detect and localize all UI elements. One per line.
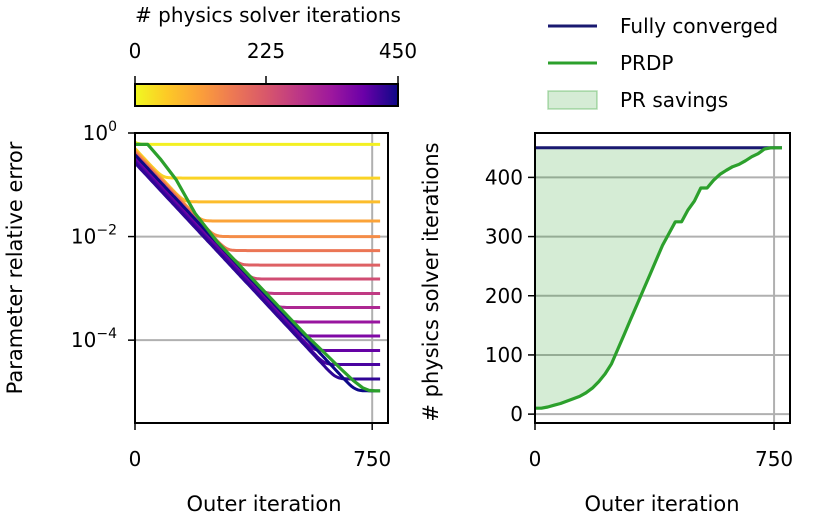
legend: Fully converged PRDP PR savings bbox=[547, 14, 778, 112]
right-y-tick-label: 300 bbox=[485, 225, 523, 249]
left-axes-frame bbox=[134, 132, 389, 424]
colorbar-gradient bbox=[134, 83, 399, 107]
right-x-tick-label: 0 bbox=[529, 447, 542, 471]
colorbar-tick-label: 450 bbox=[379, 39, 417, 63]
legend-label-pr-savings: PR savings bbox=[620, 88, 728, 112]
colorbar-title: # physics solver iterations bbox=[135, 3, 401, 27]
left-y-tick-label: 100 bbox=[83, 119, 117, 145]
legend-label-prdp: PRDP bbox=[620, 51, 673, 75]
right-y-axis-label: # physics solver iterations bbox=[419, 142, 443, 421]
left-series-line bbox=[135, 140, 381, 146]
right-grid bbox=[535, 133, 790, 423]
left-ticks: 100 10−2 10−4 0 750 bbox=[71, 119, 391, 471]
left-x-axis-label: Outer iteration bbox=[186, 492, 341, 516]
left-y-tick-label: 10−2 bbox=[71, 223, 117, 249]
right-lines bbox=[535, 146, 782, 410]
left-x-tick-label: 0 bbox=[129, 447, 142, 471]
left-y-tick-label: 10−4 bbox=[71, 326, 117, 352]
prdp-line bbox=[535, 146, 782, 410]
left-lines bbox=[135, 140, 381, 393]
right-axes-frame bbox=[534, 132, 791, 424]
left-y-axis-label: Parameter relative error bbox=[3, 141, 27, 394]
left-series-line bbox=[135, 156, 381, 324]
left-prdp-line bbox=[135, 142, 381, 393]
legend-swatch-pr-savings bbox=[547, 90, 598, 110]
right-x-tick-label: 750 bbox=[755, 447, 793, 471]
right-ticks: 0 100 200 300 400 0 750 bbox=[485, 165, 793, 471]
right-x-axis-label: Outer iteration bbox=[584, 492, 739, 516]
colorbar-tick-label: 0 bbox=[129, 39, 142, 63]
pr-savings-area bbox=[535, 147, 782, 409]
left-series-line bbox=[135, 149, 381, 223]
right-panel: 0 100 200 300 400 0 750 Outer iteration # phys… bbox=[419, 132, 793, 516]
right-y-tick-label: 0 bbox=[510, 402, 523, 426]
right-y-tick-label: 400 bbox=[485, 165, 523, 189]
left-series-line bbox=[135, 152, 381, 267]
left-series-line bbox=[135, 161, 381, 381]
colorbar: # physics solver iterations 0 225 450 bbox=[129, 3, 417, 107]
legend-label-fully-converged: Fully converged bbox=[620, 14, 778, 38]
left-x-tick-label: 750 bbox=[353, 447, 391, 471]
colorbar-tick-label: 225 bbox=[247, 39, 285, 63]
left-series-line bbox=[135, 157, 381, 338]
left-panel: 100 10−2 10−4 0 750 Outer iteration Paramete… bbox=[3, 119, 391, 516]
right-y-tick-label: 100 bbox=[485, 343, 523, 367]
right-y-tick-label: 200 bbox=[485, 284, 523, 308]
